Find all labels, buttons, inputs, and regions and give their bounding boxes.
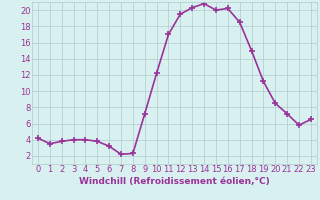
X-axis label: Windchill (Refroidissement éolien,°C): Windchill (Refroidissement éolien,°C) — [79, 177, 270, 186]
